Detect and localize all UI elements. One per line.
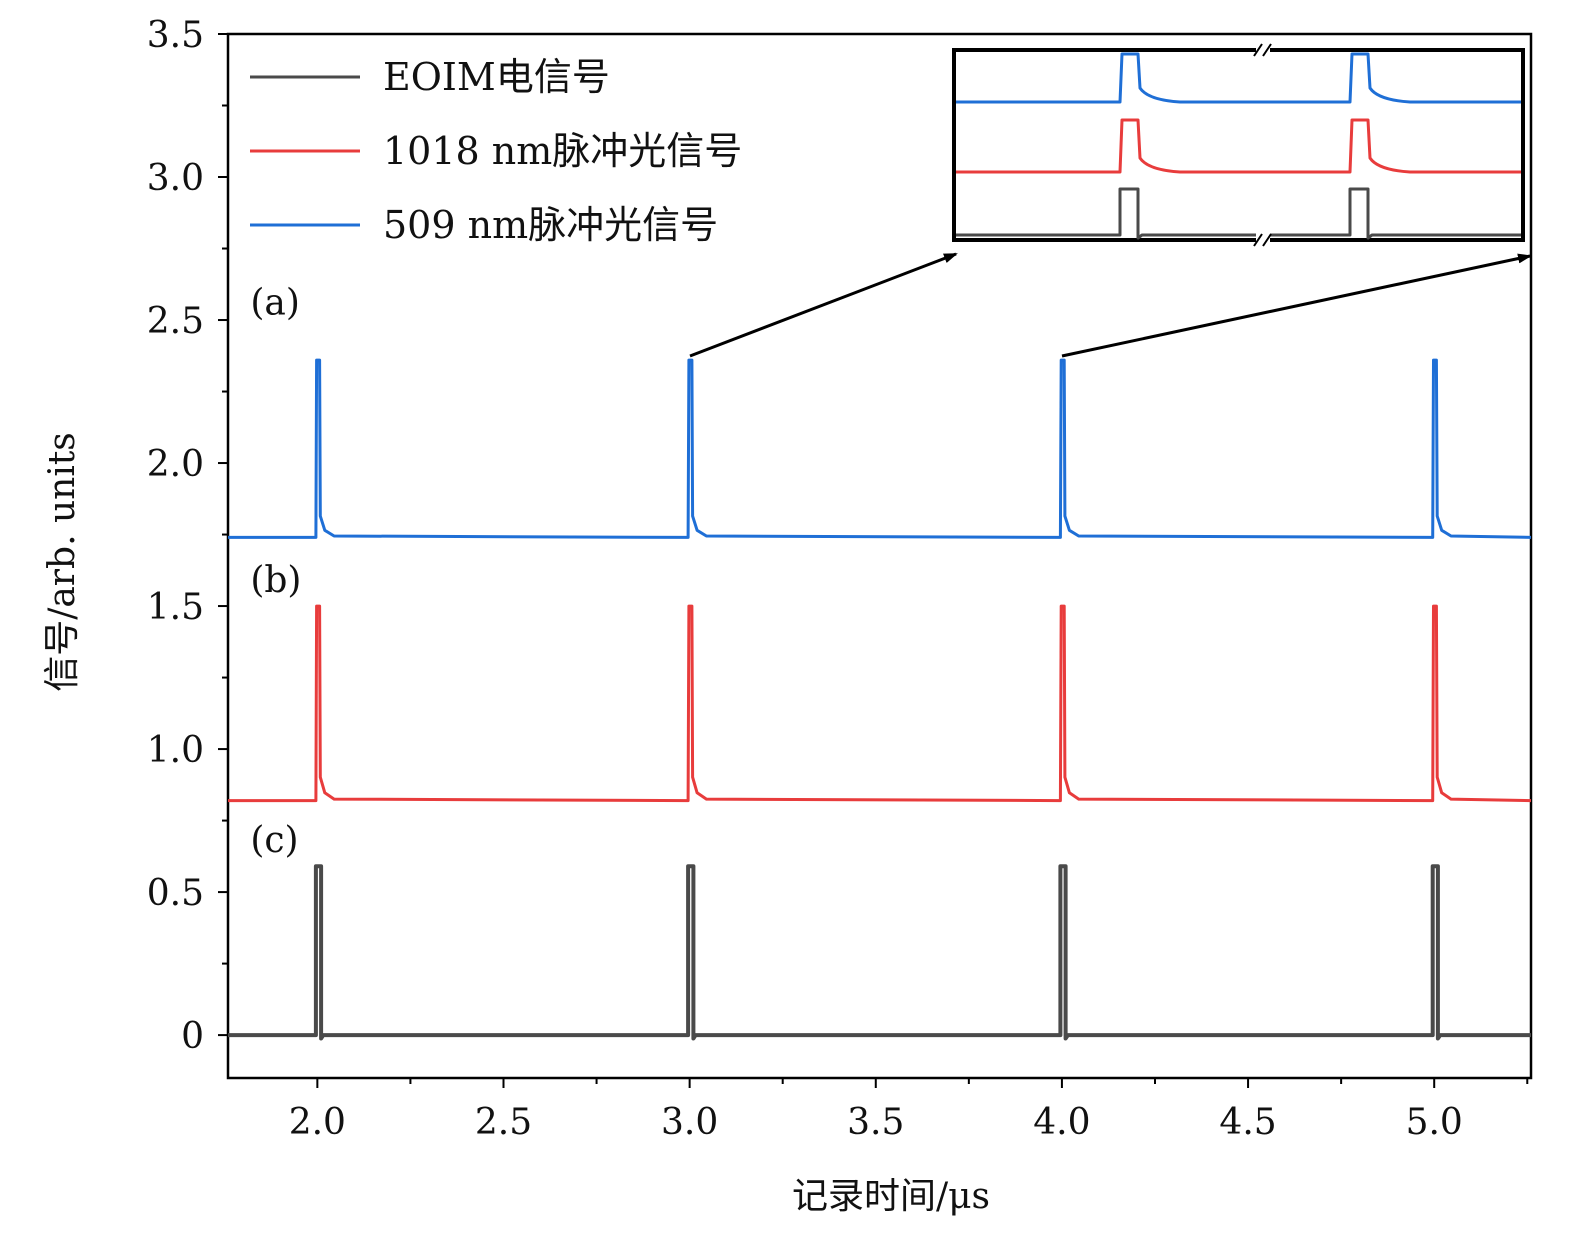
y-tick-label: 2.0 [147, 444, 204, 485]
y-tick-label: 0 [181, 1016, 204, 1057]
panel-label: (b) [250, 560, 301, 601]
y-tick-label: 0.5 [147, 873, 204, 914]
series-layer [228, 358, 1532, 1041]
panel-label: (a) [250, 282, 300, 323]
legend-label-509: 509 nm脉冲光信号 [383, 203, 718, 247]
series-line-0 [228, 864, 1531, 1041]
x-tick-label: 5.0 [1406, 1102, 1463, 1143]
series-line-2 [228, 358, 1532, 539]
series-line-1 [228, 604, 1532, 803]
x-axis-label: 记录时间/μs [792, 1176, 990, 1217]
legend: EOIM电信号 1018 nm脉冲光信号 509 nm脉冲光信号 [250, 55, 742, 247]
inset-frame [952, 48, 1525, 242]
x-axis-ticks: 2.0 2.5 3.0 3.5 4.0 4.5 5.0 [289, 1078, 1529, 1143]
plot-frame [226, 32, 1533, 1080]
panel-label: (c) [250, 820, 298, 861]
inset-trace-2 [956, 187, 1521, 240]
inset-connector-arrow-2 [1061, 253, 1532, 358]
y-axis-ticks: 0 0.5 1.0 1.5 2.0 2.5 3.0 3.5 [147, 15, 228, 1057]
y-tick-label: 1.0 [147, 730, 204, 771]
x-tick-label: 4.5 [1219, 1102, 1276, 1143]
legend-label-eoim: EOIM电信号 [383, 55, 610, 99]
panel-labels: (a) (b) (c) [250, 282, 301, 861]
x-tick-label: 3.0 [661, 1102, 718, 1143]
y-tick-label: 3.5 [147, 15, 204, 56]
x-tick-label: 2.5 [475, 1102, 532, 1143]
inset-series [956, 52, 1521, 240]
legend-label-1018: 1018 nm脉冲光信号 [383, 129, 742, 173]
y-tick-label: 3.0 [147, 158, 204, 199]
inset-zoom [952, 42, 1525, 248]
y-tick-label: 1.5 [147, 587, 204, 628]
axis-break-top [1253, 42, 1272, 58]
axis-break-bottom [1253, 232, 1272, 248]
x-tick-label: 4.0 [1033, 1102, 1090, 1143]
y-tick-label: 2.5 [147, 301, 204, 342]
inset-trace-1 [956, 118, 1521, 174]
y-axis-label: 信号/arb. units [42, 432, 83, 692]
inset-connector-arrow-1 [689, 252, 958, 358]
x-tick-label: 3.5 [847, 1102, 904, 1143]
x-tick-label: 2.0 [289, 1102, 346, 1143]
inset-trace-0 [956, 52, 1521, 104]
